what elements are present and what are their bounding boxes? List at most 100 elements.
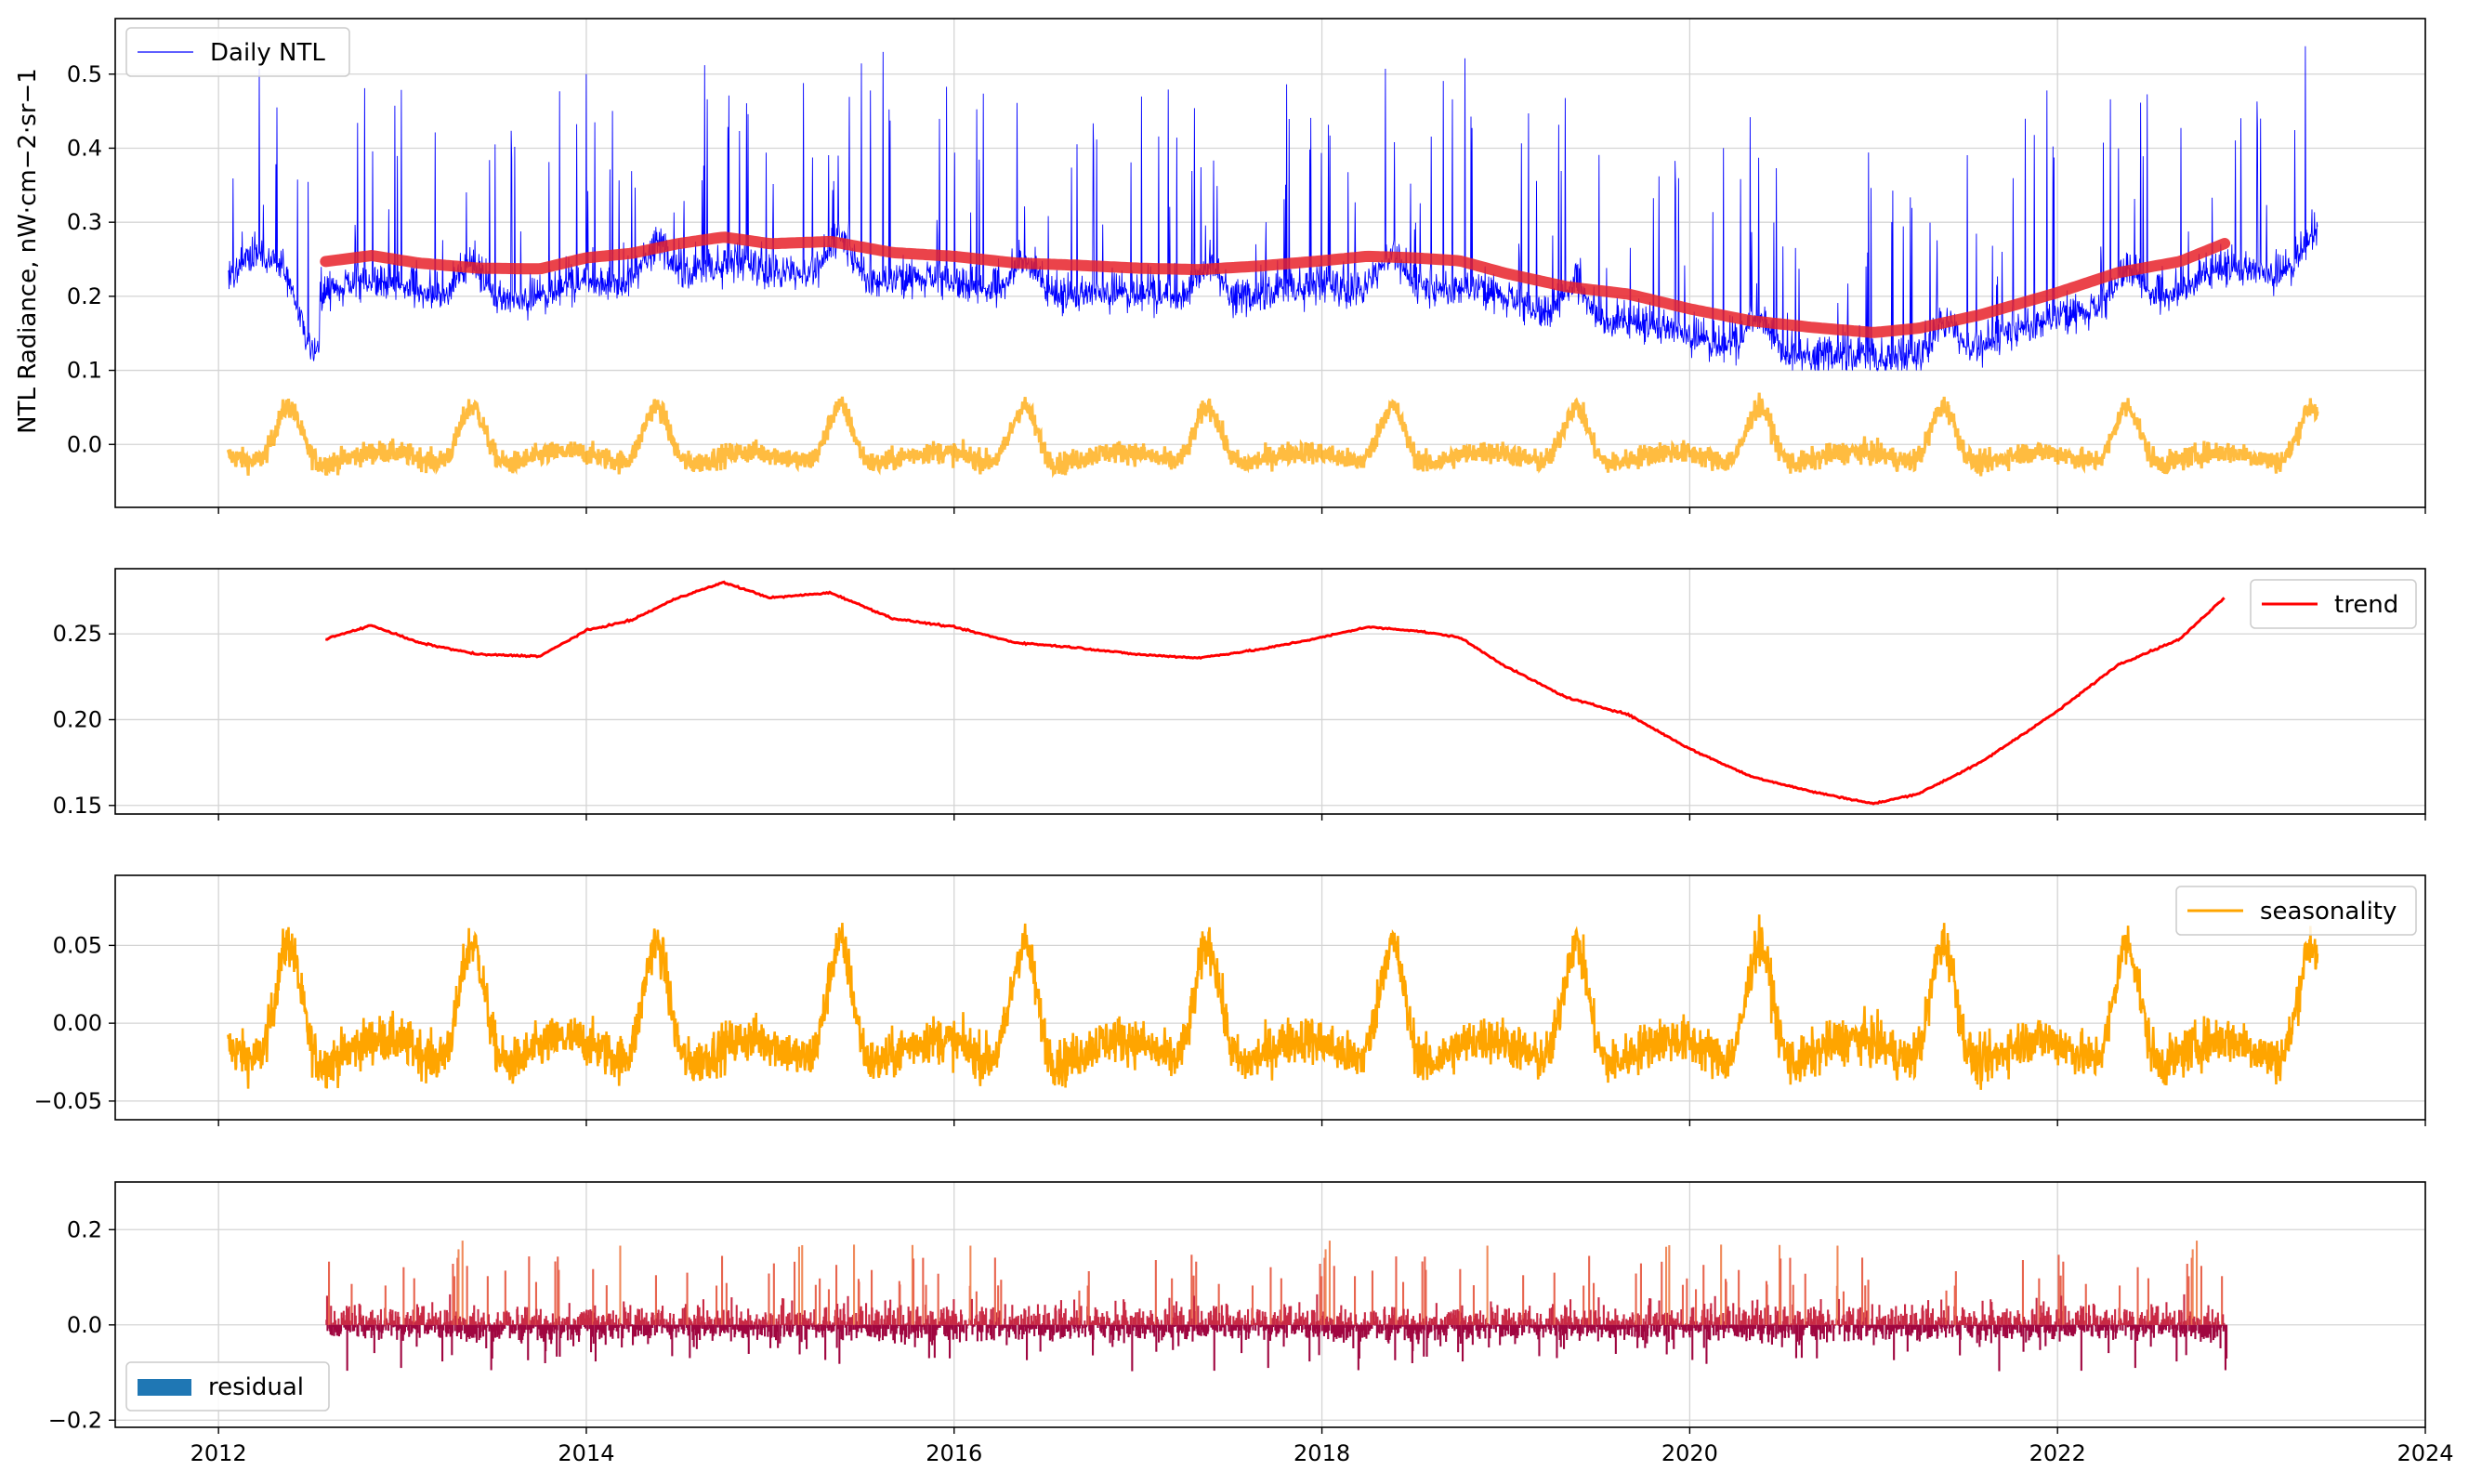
- residual-bar: [1408, 1324, 1411, 1325]
- residual-bar: [868, 1314, 871, 1325]
- residual-bar: [892, 1310, 895, 1325]
- residual-bar: [888, 1313, 891, 1325]
- residual-bar: [1011, 1305, 1014, 1325]
- residual-bar: [397, 1324, 400, 1331]
- residual-bar: [1552, 1304, 1555, 1325]
- residual-bar: [978, 1311, 981, 1325]
- residual-bar: [1187, 1321, 1189, 1325]
- residual-bar: [1863, 1324, 1866, 1326]
- residual-bar: [561, 1324, 564, 1333]
- residual-bar: [1399, 1316, 1401, 1325]
- residual-bar: [2082, 1324, 2084, 1331]
- residual-bar: [718, 1323, 721, 1325]
- residual-bar: [946, 1324, 949, 1337]
- residual-bar: [2161, 1312, 2164, 1325]
- residual-bar: [1297, 1324, 1300, 1331]
- residual-bar: [1729, 1324, 1732, 1328]
- residual-bar: [1667, 1322, 1670, 1325]
- residual-bar: [2112, 1324, 2115, 1340]
- residual-bar: [1355, 1314, 1358, 1325]
- residual-bar: [622, 1324, 624, 1329]
- residual-bar: [605, 1285, 608, 1325]
- residual-bar: [754, 1324, 756, 1330]
- residual-bar: [1471, 1324, 1474, 1346]
- residual-bar: [1579, 1324, 1582, 1325]
- residual-bar: [1301, 1324, 1304, 1330]
- residual-bar: [2016, 1324, 2019, 1333]
- residual-bar: [2038, 1323, 2041, 1325]
- residual-bar: [957, 1324, 960, 1327]
- residual-bar: [1518, 1312, 1521, 1325]
- residual-bar: [943, 1324, 946, 1335]
- residual-bar: [1459, 1268, 1462, 1325]
- residual-bar: [1017, 1315, 1019, 1325]
- residual-bar: [1676, 1312, 1679, 1325]
- residual-bar: [883, 1319, 886, 1325]
- residual-bar: [1573, 1310, 1576, 1325]
- residual-bar: [1244, 1324, 1247, 1340]
- residual-bar: [830, 1324, 833, 1333]
- residual-bar: [2123, 1308, 2126, 1325]
- residual-bar: [1886, 1324, 1889, 1330]
- legend-box-residual: [125, 1361, 330, 1412]
- residual-bar: [2182, 1324, 2185, 1330]
- residual-bar: [1540, 1321, 1543, 1325]
- residual-bar: [409, 1324, 412, 1326]
- residual-bar: [584, 1318, 586, 1325]
- residual-bar: [1302, 1312, 1305, 1325]
- residual-bar: [1649, 1298, 1652, 1325]
- residual-bar: [1884, 1315, 1886, 1325]
- residual-bar: [1576, 1324, 1579, 1333]
- residual-bar: [878, 1324, 881, 1338]
- residual-bar: [666, 1321, 669, 1325]
- residual-bar: [1280, 1278, 1282, 1325]
- residual-bar: [1141, 1324, 1144, 1333]
- residual-bar: [1325, 1324, 1328, 1333]
- residual-bar: [626, 1319, 629, 1325]
- residual-bar: [1123, 1299, 1125, 1325]
- residual-bar: [385, 1324, 387, 1331]
- residual-bar: [1681, 1284, 1684, 1325]
- residual-bar: [880, 1315, 883, 1325]
- residual-bar: [1726, 1324, 1728, 1329]
- residual-bar: [403, 1324, 406, 1333]
- residual-bar: [1012, 1324, 1015, 1326]
- residual-bar: [803, 1324, 806, 1327]
- residual-bar: [1294, 1320, 1296, 1325]
- residual-bar: [2027, 1320, 2029, 1325]
- residual-bar: [494, 1324, 497, 1338]
- residual-bar: [1894, 1316, 1897, 1325]
- residual-bar: [1775, 1324, 1778, 1339]
- residual-bar: [1898, 1320, 1900, 1325]
- residual-bar: [2128, 1324, 2131, 1327]
- residual-bar: [1478, 1324, 1481, 1339]
- residual-bar: [1900, 1324, 1903, 1325]
- residual-bar: [2013, 1316, 2016, 1325]
- residual-bar: [1954, 1271, 1957, 1325]
- residual-bar: [1320, 1276, 1323, 1325]
- residual-bar: [730, 1324, 733, 1327]
- residual-bar: [1402, 1308, 1405, 1325]
- residual-bar: [1523, 1324, 1526, 1333]
- residual-bar: [2155, 1306, 2158, 1325]
- residual-bar: [473, 1324, 476, 1334]
- residual-bar: [622, 1324, 624, 1339]
- residual-bar: [1462, 1324, 1464, 1362]
- residual-bar: [811, 1324, 814, 1330]
- residual-bar: [1597, 1297, 1600, 1325]
- residual-bar: [1376, 1316, 1379, 1325]
- residual-bar: [1731, 1324, 1734, 1325]
- residual-bar: [876, 1324, 879, 1331]
- residual-bar: [1845, 1320, 1847, 1325]
- residual-bar: [1120, 1324, 1123, 1326]
- residual-bar: [1411, 1319, 1413, 1325]
- residual-bar: [1147, 1324, 1149, 1330]
- residual-bar: [492, 1324, 494, 1342]
- legend-box-seasonality: [2175, 886, 2417, 936]
- residual-bar: [2084, 1283, 2087, 1325]
- residual-bar: [1479, 1324, 1482, 1331]
- residual-bar: [641, 1324, 644, 1326]
- residual-bar: [1355, 1324, 1358, 1332]
- residual-bar: [1283, 1324, 1286, 1333]
- residual-bar: [383, 1324, 386, 1326]
